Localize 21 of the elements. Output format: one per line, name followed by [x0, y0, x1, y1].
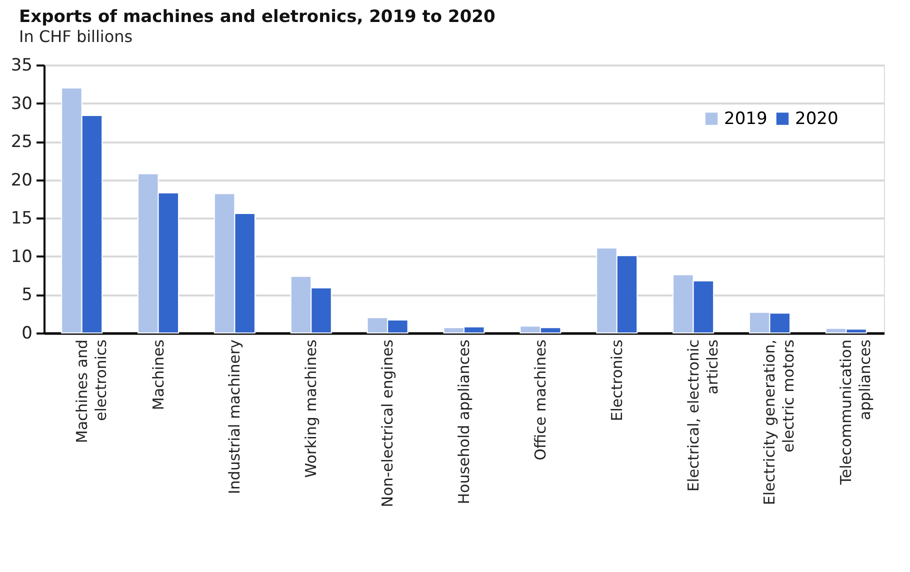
x-tick-label: Household appliances [455, 339, 473, 504]
x-tick-label: Office machines [531, 339, 550, 460]
chart-title: Exports of machines and eletronics, 2019 to 2020 [19, 7, 496, 27]
x-tick-label: Machines and electronics [72, 339, 110, 444]
y-tick-label: 25 [10, 132, 32, 152]
y-tick-label: 10 [10, 246, 32, 267]
y-tick-label: 30 [10, 94, 32, 114]
y-tick-label: 0 [22, 324, 32, 344]
y-tick-label: 15 [10, 208, 32, 229]
y-tick-label: 5 [22, 285, 32, 306]
legend-label: 2019 [724, 108, 768, 129]
y-tick-label: 35 [10, 56, 32, 76]
chart-subtitle: In CHF billions [19, 27, 133, 46]
x-tick-label: Non-electrical engines [378, 339, 397, 508]
y-tick-label: 20 [10, 170, 32, 190]
x-tick-label: Machines [149, 339, 168, 410]
legend-label: 2020 [795, 108, 838, 129]
x-tick-label: Industrial machinery [226, 339, 244, 494]
x-tick-label: Working machines [302, 339, 320, 478]
x-tick-label: Electronics [608, 339, 626, 422]
x-tick-label: Electrical, electronic articles [684, 339, 722, 492]
